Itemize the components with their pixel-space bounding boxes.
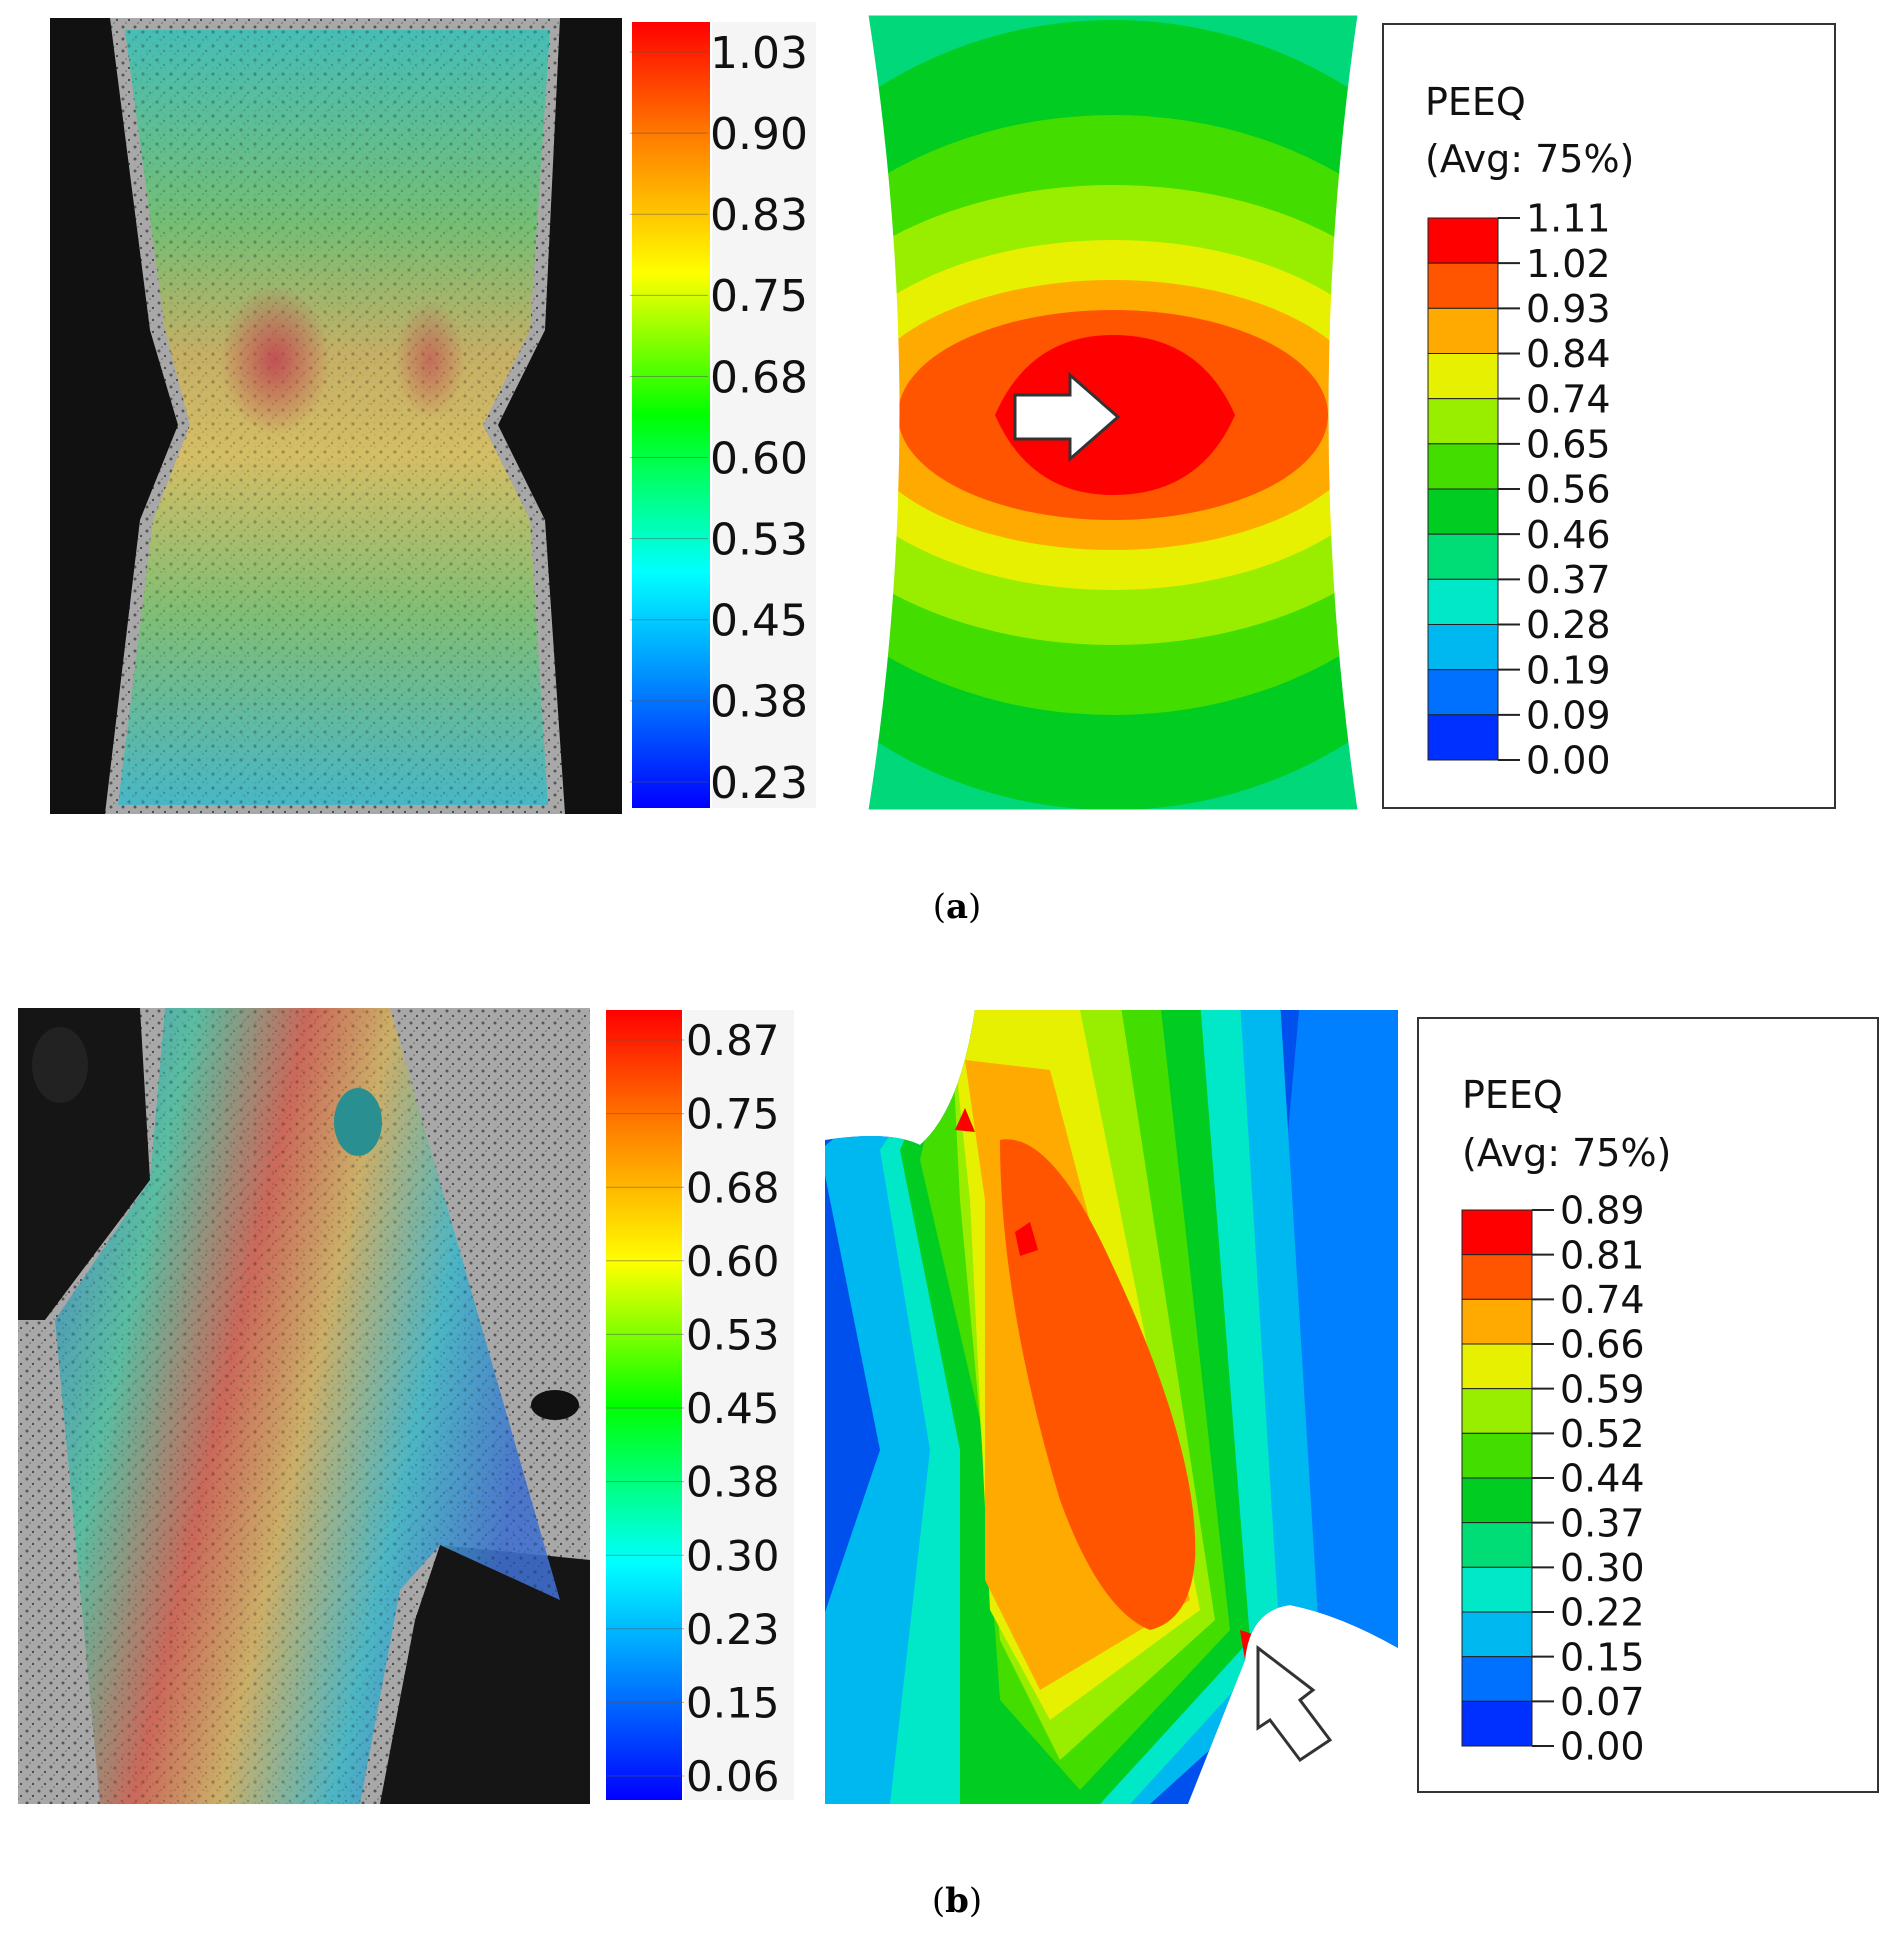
- legend-bin: [1427, 624, 1499, 671]
- legend-value: 0.07: [1560, 1680, 1645, 1724]
- legend-bin: [1461, 1343, 1533, 1390]
- legend-value: 0.28: [1526, 603, 1611, 647]
- legend-bin: [1461, 1656, 1533, 1702]
- dic-scale-label: 0.83: [710, 190, 808, 241]
- dic-scale-label: 1.03: [710, 28, 808, 79]
- legend-value: 0.46: [1526, 513, 1611, 557]
- legend-value: 0.74: [1526, 377, 1611, 421]
- legend-bin: [1427, 578, 1499, 625]
- legend-bin: [1461, 1254, 1533, 1300]
- panel-a-dic-colorbar: 1.03 0.90 0.83 0.75 0.68 0.60 0.53 0.45 0.38 0.23: [630, 22, 816, 809]
- legend-value: 0.89: [1560, 1189, 1645, 1233]
- panel-a-fe-legend: PEEQ (Avg: 75%) 1.111.020.930.840.740.65…: [1382, 23, 1836, 809]
- legend-value: 0.93: [1526, 287, 1611, 331]
- legend-value: 1.02: [1526, 242, 1611, 286]
- panel-a-arrow-icon: [1013, 371, 1121, 463]
- panel-b-dic-colorbar: 0.87 0.75 0.68 0.60 0.53 0.45 0.38 0.30 0.23 0.15…: [606, 1010, 794, 1801]
- legend-bin: [1427, 714, 1499, 761]
- legend-value: 0.65: [1526, 423, 1611, 467]
- legend-value: 0.74: [1560, 1278, 1645, 1322]
- legend-bin: [1461, 1209, 1533, 1256]
- panel-a-caption: (a): [933, 887, 982, 927]
- legend-bin: [1427, 533, 1499, 580]
- panel-a-legend-title: PEEQ: [1425, 80, 1526, 124]
- legend-value: 0.84: [1526, 332, 1611, 376]
- legend-bin: [1461, 1611, 1533, 1658]
- legend-bin: [1427, 398, 1499, 445]
- panel-b-fe-legend: PEEQ (Avg: 75%) 0.890.810.740.660.590.52…: [1417, 1017, 1879, 1793]
- legend-value: 0.37: [1560, 1501, 1645, 1545]
- legend-value: 0.22: [1560, 1591, 1645, 1635]
- dic-scale-label: 0.38: [710, 677, 808, 728]
- dic-scale-label: 0.60: [686, 1237, 780, 1286]
- legend-bin: [1461, 1477, 1533, 1524]
- dic-scale-label: 0.60: [710, 433, 808, 484]
- dic-scale-label: 0.45: [686, 1384, 780, 1433]
- legend-bin: [1427, 307, 1499, 355]
- dic-scale-label: 0.45: [710, 596, 808, 647]
- legend-bin: [1461, 1522, 1533, 1568]
- panel-b-caption: (b): [932, 1881, 982, 1921]
- legend-value: 0.59: [1560, 1367, 1645, 1411]
- panel-b-dic-image: [18, 1008, 590, 1804]
- legend-value: 0.37: [1526, 558, 1611, 602]
- legend-value: 0.00: [1526, 739, 1611, 783]
- panel-a-fe-contour: [867, 14, 1359, 811]
- dic-scale-label: 0.68: [686, 1163, 780, 1212]
- dic-scale-label: 0.75: [710, 271, 808, 322]
- legend-bin: [1461, 1700, 1533, 1747]
- legend-value: 0.15: [1560, 1635, 1645, 1679]
- legend-bin: [1427, 353, 1499, 400]
- legend-bin: [1427, 488, 1499, 535]
- panel-b: 0.87 0.75 0.68 0.60 0.53 0.45 0.38 0.30 0.23 0.15…: [18, 1008, 1879, 1921]
- legend-bin: [1461, 1566, 1533, 1613]
- legend-value: 0.56: [1526, 468, 1611, 512]
- dic-scale-label: 0.23: [686, 1605, 780, 1654]
- legend-bin: [1427, 669, 1499, 716]
- legend-bin: [1427, 443, 1499, 490]
- legend-bin: [1427, 262, 1499, 309]
- dic-scale-label: 0.90: [710, 109, 808, 160]
- panel-b-fe-contour: [825, 1010, 1398, 1804]
- legend-value: 0.30: [1560, 1546, 1645, 1590]
- legend-value: 0.09: [1526, 694, 1611, 738]
- dic-scale-label: 0.06: [686, 1752, 780, 1801]
- dic-scale-label: 0.75: [686, 1090, 780, 1139]
- legend-value: 0.81: [1560, 1233, 1645, 1277]
- panel-a: 1.03 0.90 0.83 0.75 0.68 0.60 0.53 0.45 0.38 0.23: [50, 14, 1836, 927]
- dic-scale-label: 0.53: [710, 515, 808, 566]
- legend-bin: [1461, 1432, 1533, 1479]
- dic-scale-label: 0.87: [686, 1016, 780, 1065]
- panel-b-legend-subtitle: (Avg: 75%): [1462, 1131, 1671, 1175]
- legend-bin: [1461, 1298, 1533, 1345]
- dic-scale-label: 0.30: [686, 1531, 780, 1580]
- legend-value: 0.00: [1560, 1725, 1645, 1769]
- dic-scale-label: 0.23: [710, 758, 808, 809]
- legend-value: 0.19: [1526, 648, 1611, 692]
- legend-value: 0.66: [1560, 1323, 1645, 1367]
- legend-value: 1.11: [1526, 197, 1611, 241]
- legend-value: 0.52: [1560, 1412, 1645, 1456]
- panel-b-arrow-icon: [1256, 1644, 1333, 1763]
- dic-scale-label: 0.15: [686, 1679, 780, 1728]
- legend-bin: [1461, 1388, 1533, 1434]
- panel-a-dic-image: [50, 18, 622, 814]
- dic-scale-label: 0.38: [686, 1458, 780, 1507]
- legend-value: 0.44: [1560, 1457, 1645, 1501]
- dic-scale-label: 0.68: [710, 352, 808, 403]
- dic-scale-label: 0.53: [686, 1311, 780, 1360]
- panel-b-legend-title: PEEQ: [1462, 1073, 1563, 1117]
- legend-bin: [1427, 217, 1499, 264]
- panel-a-legend-subtitle: (Avg: 75%): [1425, 137, 1634, 181]
